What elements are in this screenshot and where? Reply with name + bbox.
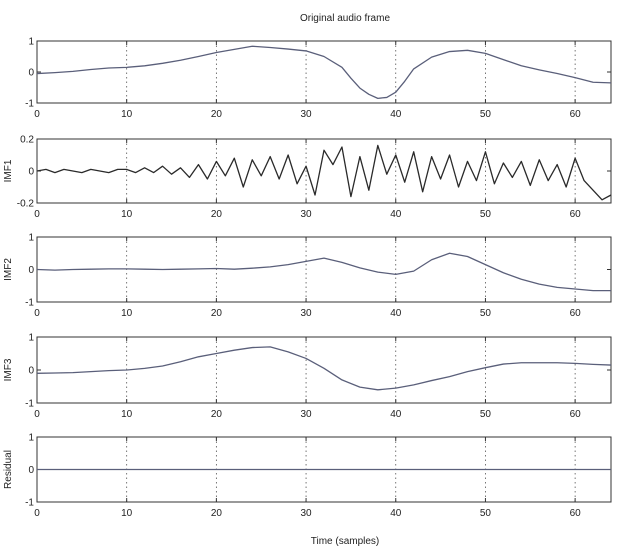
x-tick-label: 20 bbox=[211, 308, 223, 319]
y-tick-label: -1 bbox=[25, 99, 34, 110]
x-tick-label: 20 bbox=[211, 409, 223, 420]
figure-title: Original audio frame bbox=[300, 13, 390, 24]
x-tick-label: 60 bbox=[570, 209, 582, 220]
x-tick-label: 40 bbox=[390, 409, 402, 420]
x-tick-label: 30 bbox=[301, 409, 313, 420]
x-tick-label: 0 bbox=[34, 209, 40, 220]
x-tick-label: 40 bbox=[390, 209, 402, 220]
y-tick-label: 0 bbox=[28, 167, 34, 178]
y-tick-label: 1 bbox=[28, 233, 34, 244]
x-tick-label: 10 bbox=[121, 109, 133, 120]
x-tick-label: 30 bbox=[301, 308, 313, 319]
y-tick-label: 0 bbox=[28, 366, 34, 377]
x-tick-label: 50 bbox=[480, 508, 492, 519]
x-tick-label: 0 bbox=[34, 109, 40, 120]
series-line-imf3 bbox=[36, 346, 612, 391]
y-axis-title: IMF3 bbox=[3, 358, 14, 381]
x-tick-label: 30 bbox=[301, 508, 313, 519]
x-tick-label: 0 bbox=[34, 308, 40, 319]
series-line-imf1 bbox=[36, 144, 612, 201]
x-tick-label: 20 bbox=[211, 508, 223, 519]
x-tick-label: 40 bbox=[390, 109, 402, 120]
x-tick-label: 10 bbox=[121, 409, 133, 420]
y-tick-label: -0.2 bbox=[17, 199, 35, 210]
x-tick-label: 10 bbox=[121, 508, 133, 519]
y-tick-label: 1 bbox=[28, 333, 34, 344]
x-axis-title: Time (samples) bbox=[311, 536, 380, 547]
y-tick-label: -1 bbox=[25, 498, 34, 509]
y-tick-label: -1 bbox=[25, 399, 34, 410]
x-tick-label: 50 bbox=[480, 109, 492, 120]
y-axis-title: Residual bbox=[3, 450, 14, 489]
series-line-imf2 bbox=[36, 252, 611, 292]
x-tick-label: 60 bbox=[570, 308, 582, 319]
x-tick-label: 40 bbox=[390, 508, 402, 519]
x-tick-label: 30 bbox=[301, 209, 313, 220]
x-tick-label: 50 bbox=[480, 209, 492, 220]
x-tick-label: 0 bbox=[34, 409, 40, 420]
y-tick-label: -1 bbox=[25, 298, 34, 309]
x-tick-label: 0 bbox=[34, 508, 40, 519]
x-tick-label: 50 bbox=[480, 409, 492, 420]
x-tick-label: 60 bbox=[570, 409, 582, 420]
x-tick-label: 60 bbox=[570, 508, 582, 519]
y-tick-label: 0.2 bbox=[20, 135, 34, 146]
x-tick-label: 10 bbox=[121, 308, 133, 319]
y-tick-label: 1 bbox=[28, 37, 34, 48]
y-tick-label: 0 bbox=[28, 465, 34, 476]
y-tick-label: 1 bbox=[28, 433, 34, 444]
y-axis-title: IMF1 bbox=[3, 159, 14, 182]
series-line-original bbox=[36, 45, 612, 99]
x-tick-label: 60 bbox=[570, 109, 582, 120]
x-tick-label: 40 bbox=[390, 308, 402, 319]
x-tick-label: 20 bbox=[211, 109, 223, 120]
x-tick-label: 10 bbox=[121, 209, 133, 220]
x-tick-label: 30 bbox=[301, 109, 313, 120]
x-tick-label: 50 bbox=[480, 308, 492, 319]
y-tick-label: 0 bbox=[28, 265, 34, 276]
y-tick-label: 0 bbox=[28, 68, 34, 79]
y-axis-title: IMF2 bbox=[3, 258, 14, 281]
x-tick-label: 20 bbox=[211, 209, 223, 220]
